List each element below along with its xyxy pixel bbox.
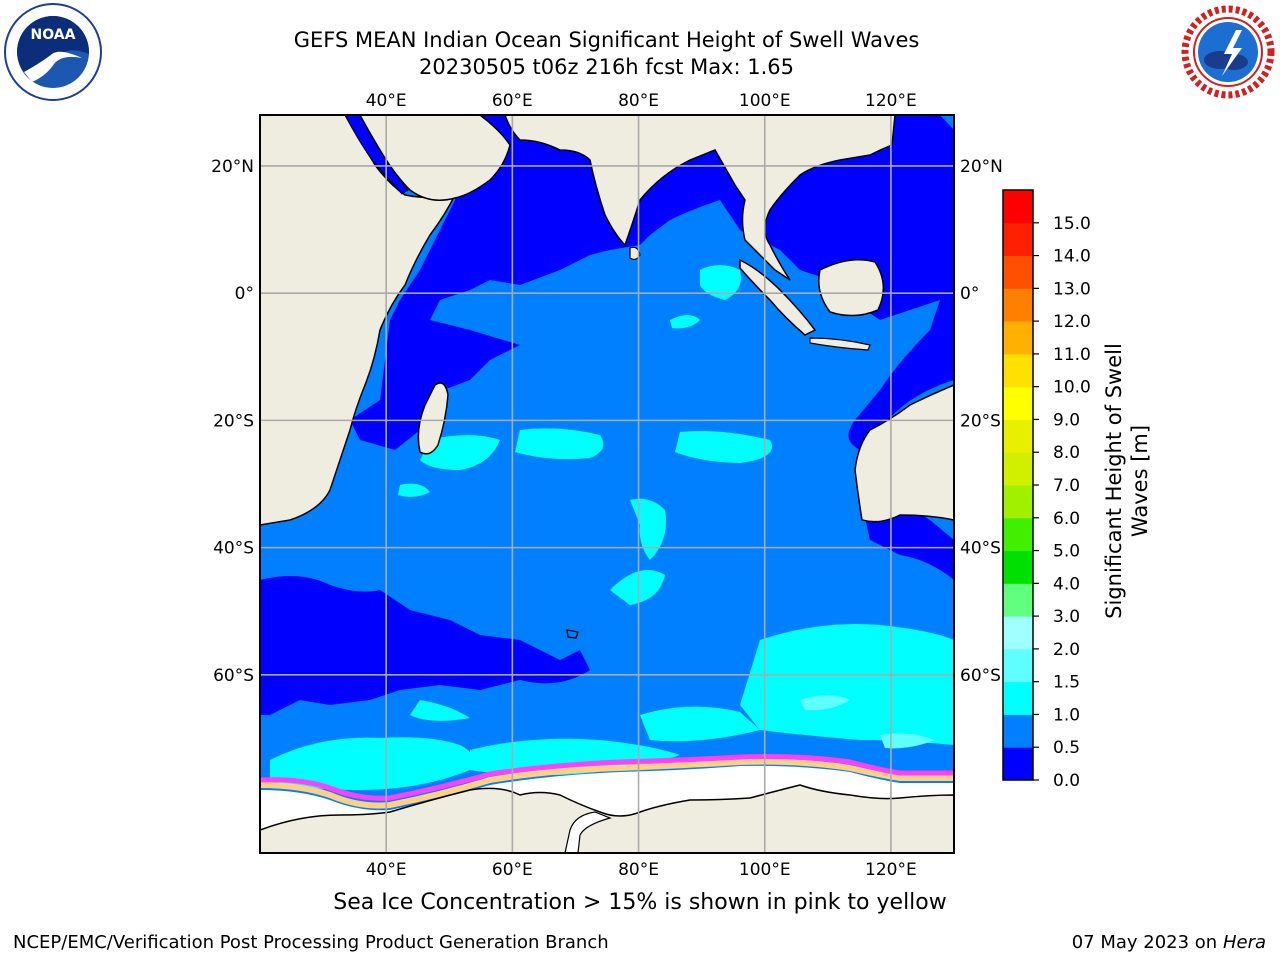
colorbar-swatch [1003,747,1033,781]
footer-machine: Hera [1222,932,1266,953]
lat-tick-left: 20°N [211,157,254,177]
colorbar-label: Significant Height of Swell Waves [m] [1102,343,1152,619]
lon-tick-bottom: 60°E [492,860,533,880]
swell-south-low [260,576,590,715]
colorbar-swatch [1003,190,1033,224]
colorbar-swatch [1003,288,1033,322]
colorbar-swatch [1003,419,1033,453]
colorbar-swatch [1003,255,1033,289]
tick-labels: 40°E 40°E 60°E 60°E 80°E 80°E 100°E 100°E 120°E 1… [211,91,1003,880]
noaa-logo-text: NOAA [31,27,76,43]
lat-tick-right: 0° [960,284,979,304]
lat-tick-right: 20°N [960,157,1003,177]
colorbar-tick-label: 3.0 [1053,607,1080,627]
kerguelen-outline [566,629,579,639]
colorbar-tick-label: 11.0 [1053,345,1091,365]
swell-north-low [350,115,954,450]
antarctica-inlet [564,811,612,853]
colorbar-tick-label: 0.5 [1053,738,1080,758]
lon-tick-top: 40°E [366,91,407,111]
asia-land [504,115,896,281]
colorbar-swatch [1003,681,1033,715]
footer-date: 07 May 2023 on Hera [1072,932,1266,953]
colorbar-tick-label: 1.5 [1053,673,1080,693]
lon-tick-bottom: 80°E [618,860,659,880]
colorbar-tick-label: 12.0 [1053,312,1091,332]
lat-tick-right: 40°S [960,539,1001,559]
australia-land [854,384,954,523]
colorbar-swatch [1003,222,1033,257]
map-area [260,115,954,853]
java-land [809,337,871,351]
colorbar-tick-label: 0.0 [1053,771,1080,791]
colorbar: 0.0 0.5 1.0 1.5 2.0 3.0 4.0 5.0 6.0 7.0 8.0 9.0 10.0… [1002,189,1091,791]
lat-tick-left: 40°S [213,539,254,559]
colorbar-tick-label: 2.0 [1053,640,1080,660]
africa-land [260,115,457,526]
lon-tick-top: 60°E [492,91,533,111]
sea-ice-edge-outer [260,758,954,809]
arabia-land [359,115,511,201]
colorbar-tick-label: 15.0 [1053,214,1091,234]
sea-ice-caption: Sea Ice Concentration > 15% is shown in … [333,890,947,915]
lat-tick-left: 20°S [213,411,254,431]
colorbar-swatch [1003,485,1033,519]
colorbar-tick-label: 1.0 [1053,705,1080,725]
colorbar-tick-label: 6.0 [1053,509,1080,529]
lon-tick-bottom: 120°E [865,860,917,880]
map-subtitle: 20230505 t06z 216h fcst Max: 1.65 [419,55,794,79]
madagascar-land [417,382,449,455]
swell-1.5-patches [800,695,935,749]
map-title: GEFS MEAN Indian Ocean Significant Heigh… [293,28,920,52]
map-frame [259,114,955,854]
lon-tick-top: 100°E [739,91,791,111]
sea-ice-edge-inner [260,754,954,801]
colorbar-swatch [1003,648,1033,683]
colorbar-swatch [1003,452,1033,486]
colorbar-swatch [1003,353,1033,388]
gridlines [260,115,954,853]
footer-credit: NCEP/EMC/Verification Post Processing Pr… [13,932,609,953]
lat-tick-left: 0° [235,284,254,304]
colorbar-tick-label: 5.0 [1053,542,1080,562]
sumatra-land [739,258,817,336]
nws-logo [1180,4,1276,100]
lat-tick-right: 20°S [960,411,1001,431]
footer-date-text: 07 May 2023 on [1071,932,1218,953]
colorbar-tick-label: 10.0 [1053,378,1091,398]
lon-tick-bottom: 100°E [739,860,791,880]
colorbar-swatch [1003,321,1033,355]
colorbar-tick-label: 4.0 [1053,574,1080,594]
colorbar-tick-label: 14.0 [1053,247,1091,267]
lat-tick-left: 60°S [213,666,254,686]
colorbar-tick-label: 9.0 [1053,410,1080,430]
colorbar-tick-label: 8.0 [1053,443,1080,463]
lat-tick-right: 60°S [960,666,1001,686]
colorbar-tick-label: 7.0 [1053,476,1080,496]
sri-lanka-land [629,246,641,261]
noaa-logo: NOAA [4,3,102,101]
colorbar-swatch [1003,517,1033,552]
colorbar-swatch [1003,714,1033,748]
colorbar-swatch [1003,550,1033,584]
lon-tick-top: 120°E [865,91,917,111]
colorbar-tick-label: 13.0 [1053,279,1091,299]
borneo-land [818,259,884,317]
colorbar-swatch [1003,616,1033,650]
lon-tick-top: 80°E [618,91,659,111]
colorbar-swatch [1003,583,1033,617]
lon-tick-bottom: 40°E [366,860,407,880]
colorbar-swatch [1003,386,1033,420]
